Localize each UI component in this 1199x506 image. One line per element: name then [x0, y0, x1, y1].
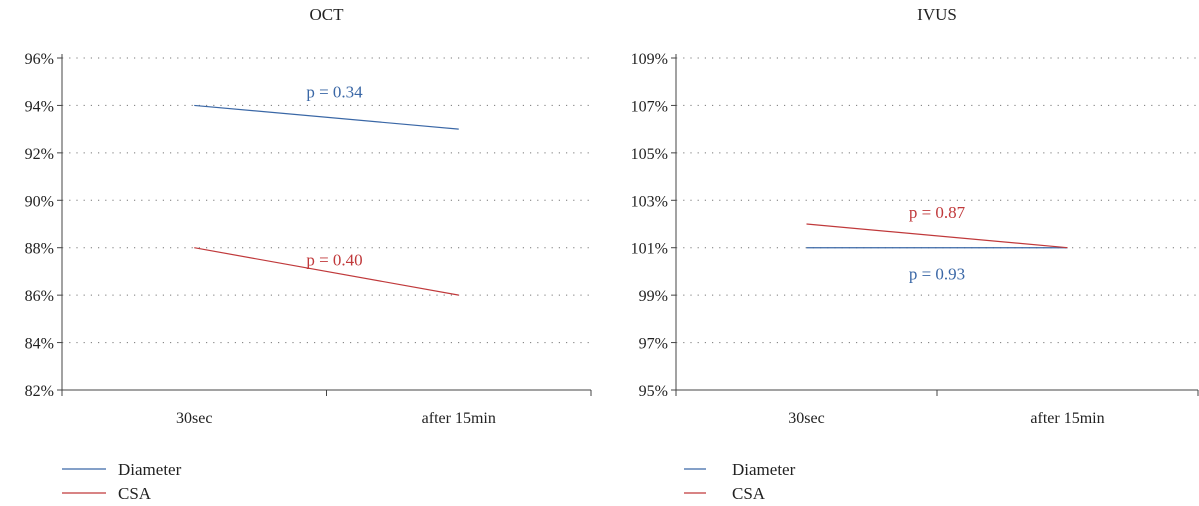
- y-tick-label: 95%: [639, 383, 668, 400]
- legend-label: Diameter: [118, 460, 182, 479]
- y-tick-label: 103%: [631, 193, 668, 210]
- y-tick-label: 109%: [631, 51, 668, 68]
- y-tick-label: 86%: [25, 288, 54, 305]
- x-tick-label: after 15min: [1030, 410, 1104, 427]
- ivus-chart: IVUS 95% 97% 99% 101% 103% 105% 107% 109% 30sec af…: [631, 5, 1199, 503]
- x-tick-label: 30sec: [788, 410, 824, 427]
- y-tick-label: 92%: [25, 146, 54, 163]
- y-tick-label: 94%: [25, 98, 54, 115]
- p-value-annotation: p = 0.40: [306, 250, 362, 269]
- y-tick-label: 99%: [639, 288, 668, 305]
- y-tick-label: 96%: [25, 51, 54, 68]
- y-tick-label: 97%: [639, 336, 668, 353]
- y-tick-label: 107%: [631, 98, 668, 115]
- y-tick-label: 88%: [25, 241, 54, 258]
- legend-label: CSA: [118, 484, 152, 503]
- legend-label: CSA: [732, 484, 766, 503]
- y-tick-label: 82%: [25, 383, 54, 400]
- p-value-annotation: p = 0.34: [306, 82, 363, 101]
- chart-title: OCT: [310, 5, 345, 24]
- series-line-diameter: [194, 104, 459, 130]
- x-tick-label: 30sec: [176, 410, 212, 427]
- x-tick-label: after 15min: [422, 410, 496, 427]
- chart-title: IVUS: [917, 5, 957, 24]
- y-tick-label: 105%: [631, 146, 668, 163]
- y-tick-label: 84%: [25, 336, 54, 353]
- p-value-annotation: p = 0.93: [909, 265, 965, 284]
- series-line-csa: [194, 247, 459, 296]
- legend-label: Diameter: [732, 460, 796, 479]
- p-value-annotation: p = 0.87: [909, 203, 966, 222]
- y-tick-label: 90%: [25, 193, 54, 210]
- series-line-csa: [806, 223, 1068, 249]
- y-tick-label: 101%: [631, 241, 668, 258]
- oct-chart: OCT 82% 84% 86% 88% 90% 92% 94% 96% 30sec after 15…: [25, 5, 592, 503]
